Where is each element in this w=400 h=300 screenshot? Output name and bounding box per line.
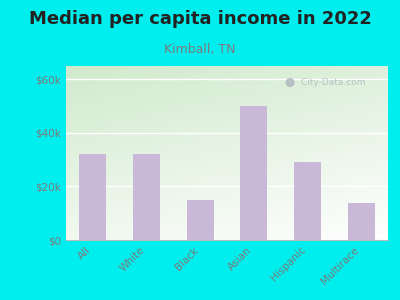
Text: ⬤  City-Data.com: ⬤ City-Data.com <box>285 78 366 87</box>
Text: Kimball, TN: Kimball, TN <box>164 44 236 56</box>
Bar <box>348 202 374 240</box>
Bar <box>80 154 106 240</box>
Bar <box>133 154 160 240</box>
Bar <box>240 106 267 240</box>
Bar <box>294 162 321 240</box>
Bar <box>187 200 214 240</box>
Text: Median per capita income in 2022: Median per capita income in 2022 <box>28 11 372 28</box>
